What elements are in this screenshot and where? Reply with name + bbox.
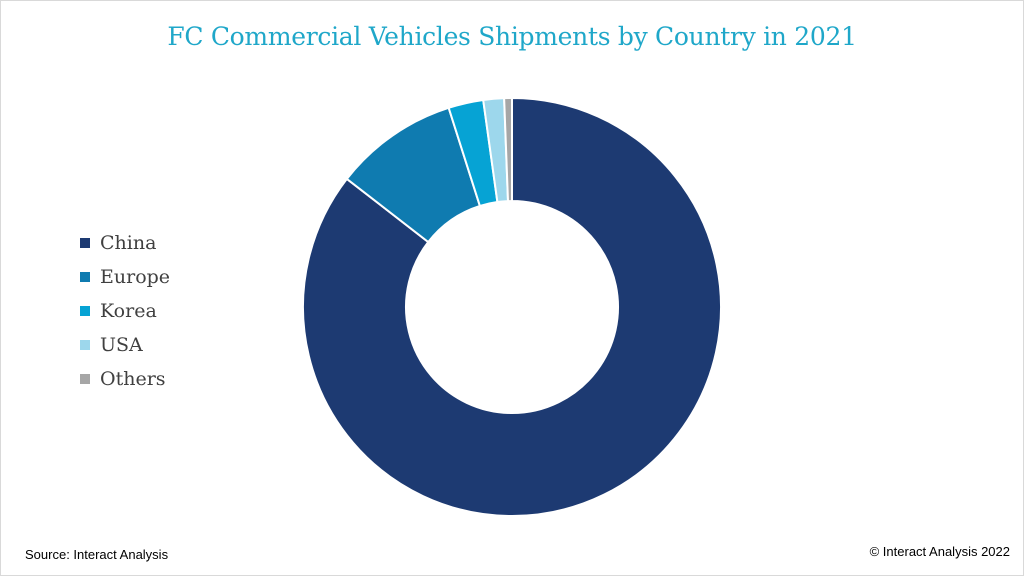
legend-label-korea: Korea: [100, 300, 157, 322]
legend-label-others: Others: [100, 368, 166, 390]
legend-swatch-usa: [80, 340, 90, 350]
legend-item-usa: USA: [80, 328, 170, 362]
legend-item-china: China: [80, 226, 170, 260]
legend-label-europe: Europe: [100, 266, 171, 288]
legend-item-korea: Korea: [80, 294, 170, 328]
legend-item-others: Others: [80, 362, 170, 396]
copyright-note: © Interact Analysis 2022: [869, 544, 1010, 559]
chart-title: FC Commercial Vehicles Shipments by Coun…: [167, 22, 857, 51]
legend-swatch-china: [80, 238, 90, 248]
donut-slice-china: [302, 96, 722, 517]
legend-swatch-korea: [80, 306, 90, 316]
chart-legend: China Europe Korea USA Others: [80, 226, 170, 396]
donut-slice-others: [503, 96, 513, 203]
legend-swatch-europe: [80, 272, 90, 282]
legend-label-usa: USA: [100, 334, 143, 356]
source-note: Source: Interact Analysis: [25, 547, 169, 562]
legend-label-china: China: [100, 232, 157, 254]
legend-swatch-others: [80, 374, 90, 384]
legend-item-europe: Europe: [80, 260, 170, 294]
